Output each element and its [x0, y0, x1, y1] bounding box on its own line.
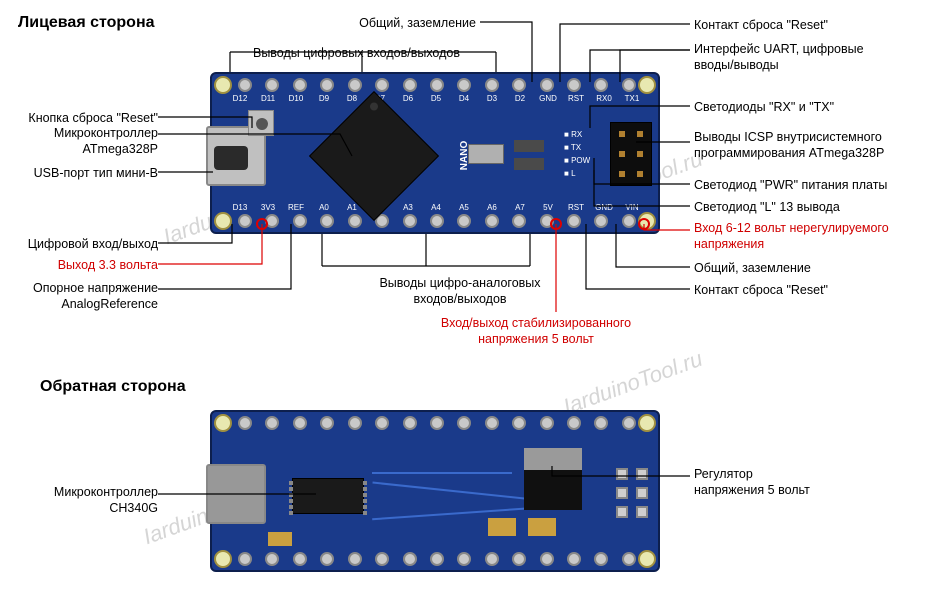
mount-hole [214, 414, 232, 432]
mount-hole [214, 212, 232, 230]
pin-label: 3V3 [258, 203, 278, 212]
mount-hole [638, 76, 656, 94]
reset-bot-label: Контакт сброса "Reset" [694, 283, 828, 299]
pin-label: D10 [286, 94, 306, 103]
cap [268, 532, 292, 546]
pin-label: D11 [258, 94, 278, 103]
cap [488, 518, 516, 536]
top-pin-labels: D12D11D10D9D8D7D6D5D4D3D2GNDRSTRX0TX1 [230, 94, 642, 103]
red-pin-marker [256, 218, 268, 230]
reset-contact-label: Контакт сброса "Reset" [694, 18, 828, 34]
front-title: Лицевая сторона [18, 14, 155, 32]
v5-io-label: Вход/выход стабилизированногонапряжения … [436, 316, 636, 347]
adc-io-label: Выводы цифро-аналоговыхвходов/выходов [360, 276, 560, 307]
pin-label: D4 [454, 94, 474, 103]
pin-label: A0 [314, 203, 334, 212]
gnd-bot-label: Общий, заземление [694, 261, 811, 277]
bot-pin-holes [238, 214, 636, 228]
reset-btn-label: Кнопка сброса "Reset" [28, 111, 158, 127]
aref-label: Опорное напряжениеAnalogReference [33, 281, 158, 312]
bot-pin-labels: D133V3REFA0A1A2A3A4A5A6A75VRSTGNDVIN [230, 203, 642, 212]
top-pin-holes [238, 78, 636, 92]
pin-label: A3 [398, 203, 418, 212]
pin-label: GND [594, 203, 614, 212]
pin-label: A4 [426, 203, 446, 212]
led-block: ■ RX ■ TX ■ POW ■ L [564, 128, 590, 180]
uart-label: Интерфейс UART, цифровыевводы/выводы [694, 42, 864, 73]
usb-label: USB-порт тип мини-B [34, 166, 158, 182]
reset-button [248, 110, 274, 136]
crystal [468, 144, 504, 164]
mount-hole [638, 414, 656, 432]
pin-label: RST [566, 203, 586, 212]
smd [514, 158, 544, 170]
l-led-label: Светодиод "L" 13 вывода [694, 200, 840, 216]
top-pin-holes [238, 416, 636, 430]
pin-label: A7 [510, 203, 530, 212]
mcu-label: МикроконтроллерATmega328P [54, 126, 158, 157]
icsp-label: Выводы ICSP внутрисистемногопрограммиров… [694, 130, 884, 161]
bot-pin-holes [238, 552, 636, 566]
gnd-top-label: Общий, заземление [359, 16, 476, 32]
vin-label: Вход 6-12 вольт нерегулируемогонапряжени… [694, 221, 889, 252]
board-back [210, 410, 660, 572]
pin-label: D9 [314, 94, 334, 103]
usb-port-back [206, 464, 266, 524]
pin-label: REF [286, 203, 306, 212]
mount-hole [214, 76, 232, 94]
mcu-chip [309, 91, 439, 221]
pin-label: D3 [482, 94, 502, 103]
pin-label: A5 [454, 203, 474, 212]
pin-label: VIN [622, 203, 642, 212]
pin-label: D2 [510, 94, 530, 103]
back-title: Обратная сторона [40, 378, 186, 396]
reg5v-label: Регуляторнапряжения 5 вольт [694, 467, 810, 498]
red-pin-marker [550, 218, 562, 230]
ch340g-chip [292, 478, 364, 514]
v33-label: Выход 3.3 вольта [58, 258, 158, 274]
smd [514, 140, 544, 152]
dio-label: Цифровой вход/выход [28, 237, 158, 253]
digital-io-label: Выводы цифровых входов/выходов [253, 46, 460, 62]
pin-label: D8 [342, 94, 362, 103]
pin-label: TX1 [622, 94, 642, 103]
pin-label: 5V [538, 203, 558, 212]
vreg-tab [524, 448, 582, 470]
rxtx-led-label: Светодиоды "RX" и "TX" [694, 100, 834, 116]
pcb-trace [372, 472, 512, 474]
pin-label: D6 [398, 94, 418, 103]
pin-label: RX0 [594, 94, 614, 103]
mount-hole [638, 550, 656, 568]
mount-hole [214, 550, 232, 568]
pin-label: D13 [230, 203, 250, 212]
pin-label: GND [538, 94, 558, 103]
pin-label: D5 [426, 94, 446, 103]
icsp-pads [614, 466, 650, 523]
pwr-led-label: Светодиод "PWR" питания платы [694, 178, 887, 194]
red-pin-marker [638, 218, 650, 230]
pin-label: D12 [230, 94, 250, 103]
pin-label: A6 [482, 203, 502, 212]
cap [528, 518, 556, 536]
pin-label: RST [566, 94, 586, 103]
icsp-header [610, 122, 652, 186]
vreg-chip [524, 470, 582, 510]
ch340g-label: МикроконтроллерCH340G [54, 485, 158, 516]
board-front: D12D11D10D9D8D7D6D5D4D3D2GNDRSTRX0TX1 D1… [210, 72, 660, 234]
